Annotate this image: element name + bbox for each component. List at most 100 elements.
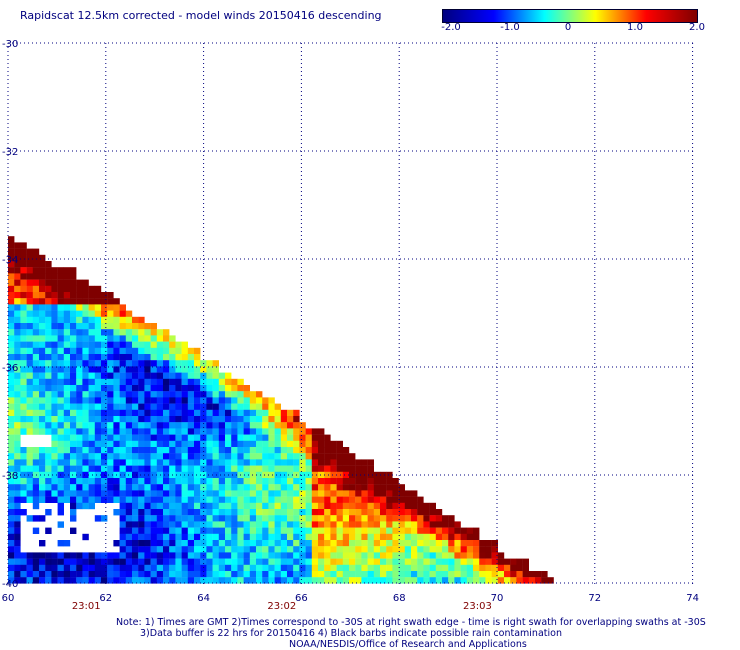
swath-cell [14,285,21,293]
swath-cell [26,254,33,262]
swath-cell [8,267,15,274]
swath-cell [417,496,424,503]
swath-cell [218,527,226,534]
swath-cell [212,391,219,398]
swath-cell [20,509,27,516]
swath-cell [417,533,424,541]
swath-cell [287,521,294,528]
swath-cell [125,496,133,503]
swath-cell [107,552,114,559]
swath-cell [305,552,312,559]
swath-cell [454,533,461,541]
swath-cell [262,540,269,547]
swath-cell [181,459,188,466]
swath-cell [138,509,145,516]
swath-cell [194,440,201,448]
swath-cell [63,378,71,386]
swath-cell [361,546,368,553]
swath-cell [231,440,238,448]
swath-cell [225,509,232,516]
swath-cell [392,484,399,491]
swath-cell [299,533,306,541]
swath-cell [144,564,151,572]
swath-cell [342,453,350,460]
swath-cell [138,521,145,528]
swath-cell [299,527,306,534]
swath-cell [417,502,424,510]
swath-cell [231,397,238,404]
swath-cell [88,385,95,392]
swath-cell [163,354,170,361]
swath-cell [305,533,312,541]
swath-cell [249,459,257,466]
swath-cell [206,416,213,423]
swath-cell [57,564,64,572]
swath-cell [169,422,176,429]
swath-cell [386,496,393,503]
swath-cell [138,329,145,336]
swath-cell [57,571,64,578]
swath-cell [287,490,294,497]
swath-cell [336,558,343,565]
swath-cell [318,564,325,572]
swath-cell [380,527,387,534]
swath-cell [125,571,133,578]
swath-cell [243,453,250,460]
swath-cell [404,515,412,522]
swath-cell [268,440,275,448]
swath-cell [324,540,331,547]
swath-cell [262,416,269,423]
swath-cell [88,571,95,578]
swath-cell [14,440,21,448]
swath-cell [20,298,27,305]
swath-cell [82,453,89,460]
swath-cell [231,540,238,547]
swath-cell [429,558,436,565]
swath-cell [497,558,505,565]
swath-cell [237,540,244,547]
swath-cell [125,509,133,516]
swath-cell [435,571,443,578]
swath-cell [225,378,232,386]
swath-cell [256,471,263,479]
swath-cell [324,571,331,578]
swath-cell [94,298,102,305]
swath-cell [88,292,95,299]
swath-cell [39,453,46,460]
swath-cell [45,267,52,274]
swath-cell [287,509,294,516]
swath-cell [156,459,164,466]
swath-cell [218,577,226,584]
swath-cell [125,521,133,528]
swath-cell [132,471,139,479]
swath-cell [101,552,108,559]
swath-cell [349,546,356,553]
swath-cell [355,540,362,547]
swath-cell [57,552,64,559]
swath-cell [39,316,46,324]
swath-cell [181,434,188,441]
swath-cell [330,552,337,559]
swath-cell [318,471,325,479]
swath-cell [274,447,281,454]
swath-cell [39,285,46,293]
swath-cell [268,434,275,441]
swath-cell [386,509,393,516]
lon-tick-label: 60 [2,593,15,604]
swath-cell [150,341,157,348]
swath-cell [82,577,89,584]
swath-cell [218,502,226,510]
swath-cell [113,366,120,373]
swath-cell [63,409,71,417]
swath-cell [231,527,238,534]
swath-cell [373,478,381,485]
swath-cell [330,484,337,491]
swath-cell [268,453,275,460]
swath-cell [231,571,238,578]
swath-cell [187,465,195,472]
swath-cell [101,422,108,429]
swath-cell [373,490,381,497]
swath-cell [88,416,95,423]
swath-cell [299,546,306,553]
swath-cell [231,378,238,386]
